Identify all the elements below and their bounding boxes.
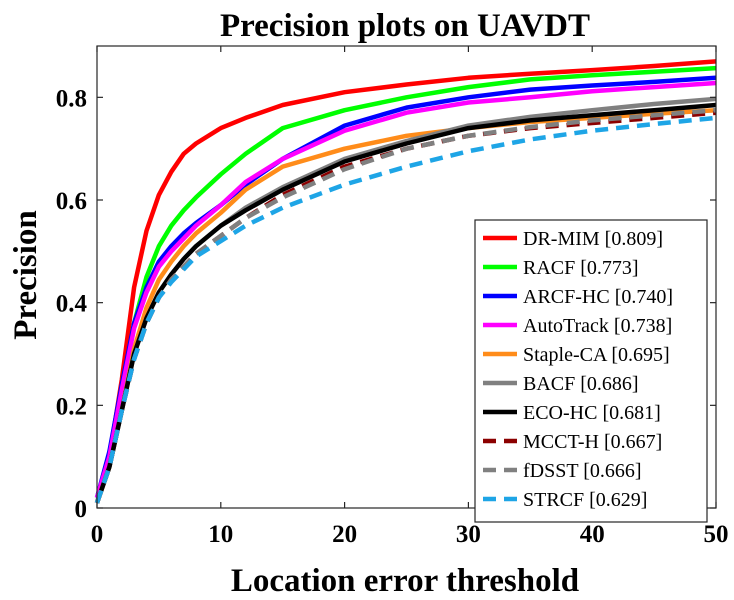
chart-title: Precision plots on UAVDT <box>220 8 590 44</box>
legend-entry: AutoTrack [0.738] <box>523 315 672 337</box>
series-line-dr-mim <box>94 59 717 504</box>
legend-entry: MCCT-H [0.667] <box>523 431 662 453</box>
y-tick-label: 0.4 <box>56 291 88 318</box>
legend-entry: ARCF-HC [0.740] <box>523 286 673 308</box>
x-tick-label: 30 <box>456 521 481 548</box>
legend-entry: fDSST [0.666] <box>523 460 642 482</box>
legend-entry: STRCF [0.629] <box>523 489 647 511</box>
x-tick-label: 50 <box>704 521 729 548</box>
series-line-autotrack <box>94 80 717 499</box>
x-tick-label: 20 <box>332 521 357 548</box>
series-line-strcf <box>94 115 717 504</box>
legend: DR-MIM [0.809] RACF [0.773] ARCF-HC [0.740… <box>474 219 708 523</box>
x-axis-label: Location error threshold <box>231 563 579 599</box>
y-tick-label: 0.2 <box>56 393 87 420</box>
x-tick-label: 10 <box>208 521 233 548</box>
y-tick-label: 0.8 <box>56 85 87 112</box>
legend-entry: RACF [0.773] <box>523 257 639 279</box>
legend-entry: BACF [0.686] <box>523 373 639 395</box>
plot-frame <box>96 45 717 509</box>
y-axis-label: Precision <box>8 210 44 340</box>
y-tick-label: 0 <box>75 496 88 523</box>
legend-entry: DR-MIM [0.809] <box>523 228 663 250</box>
y-tick-label: 0.6 <box>56 188 87 215</box>
legend-entry: Staple-CA [0.695] <box>523 344 670 366</box>
x-tick-label: 0 <box>91 521 104 548</box>
legend-entry: ECO-HC [0.681] <box>523 402 661 424</box>
x-tick-label: 40 <box>580 521 605 548</box>
